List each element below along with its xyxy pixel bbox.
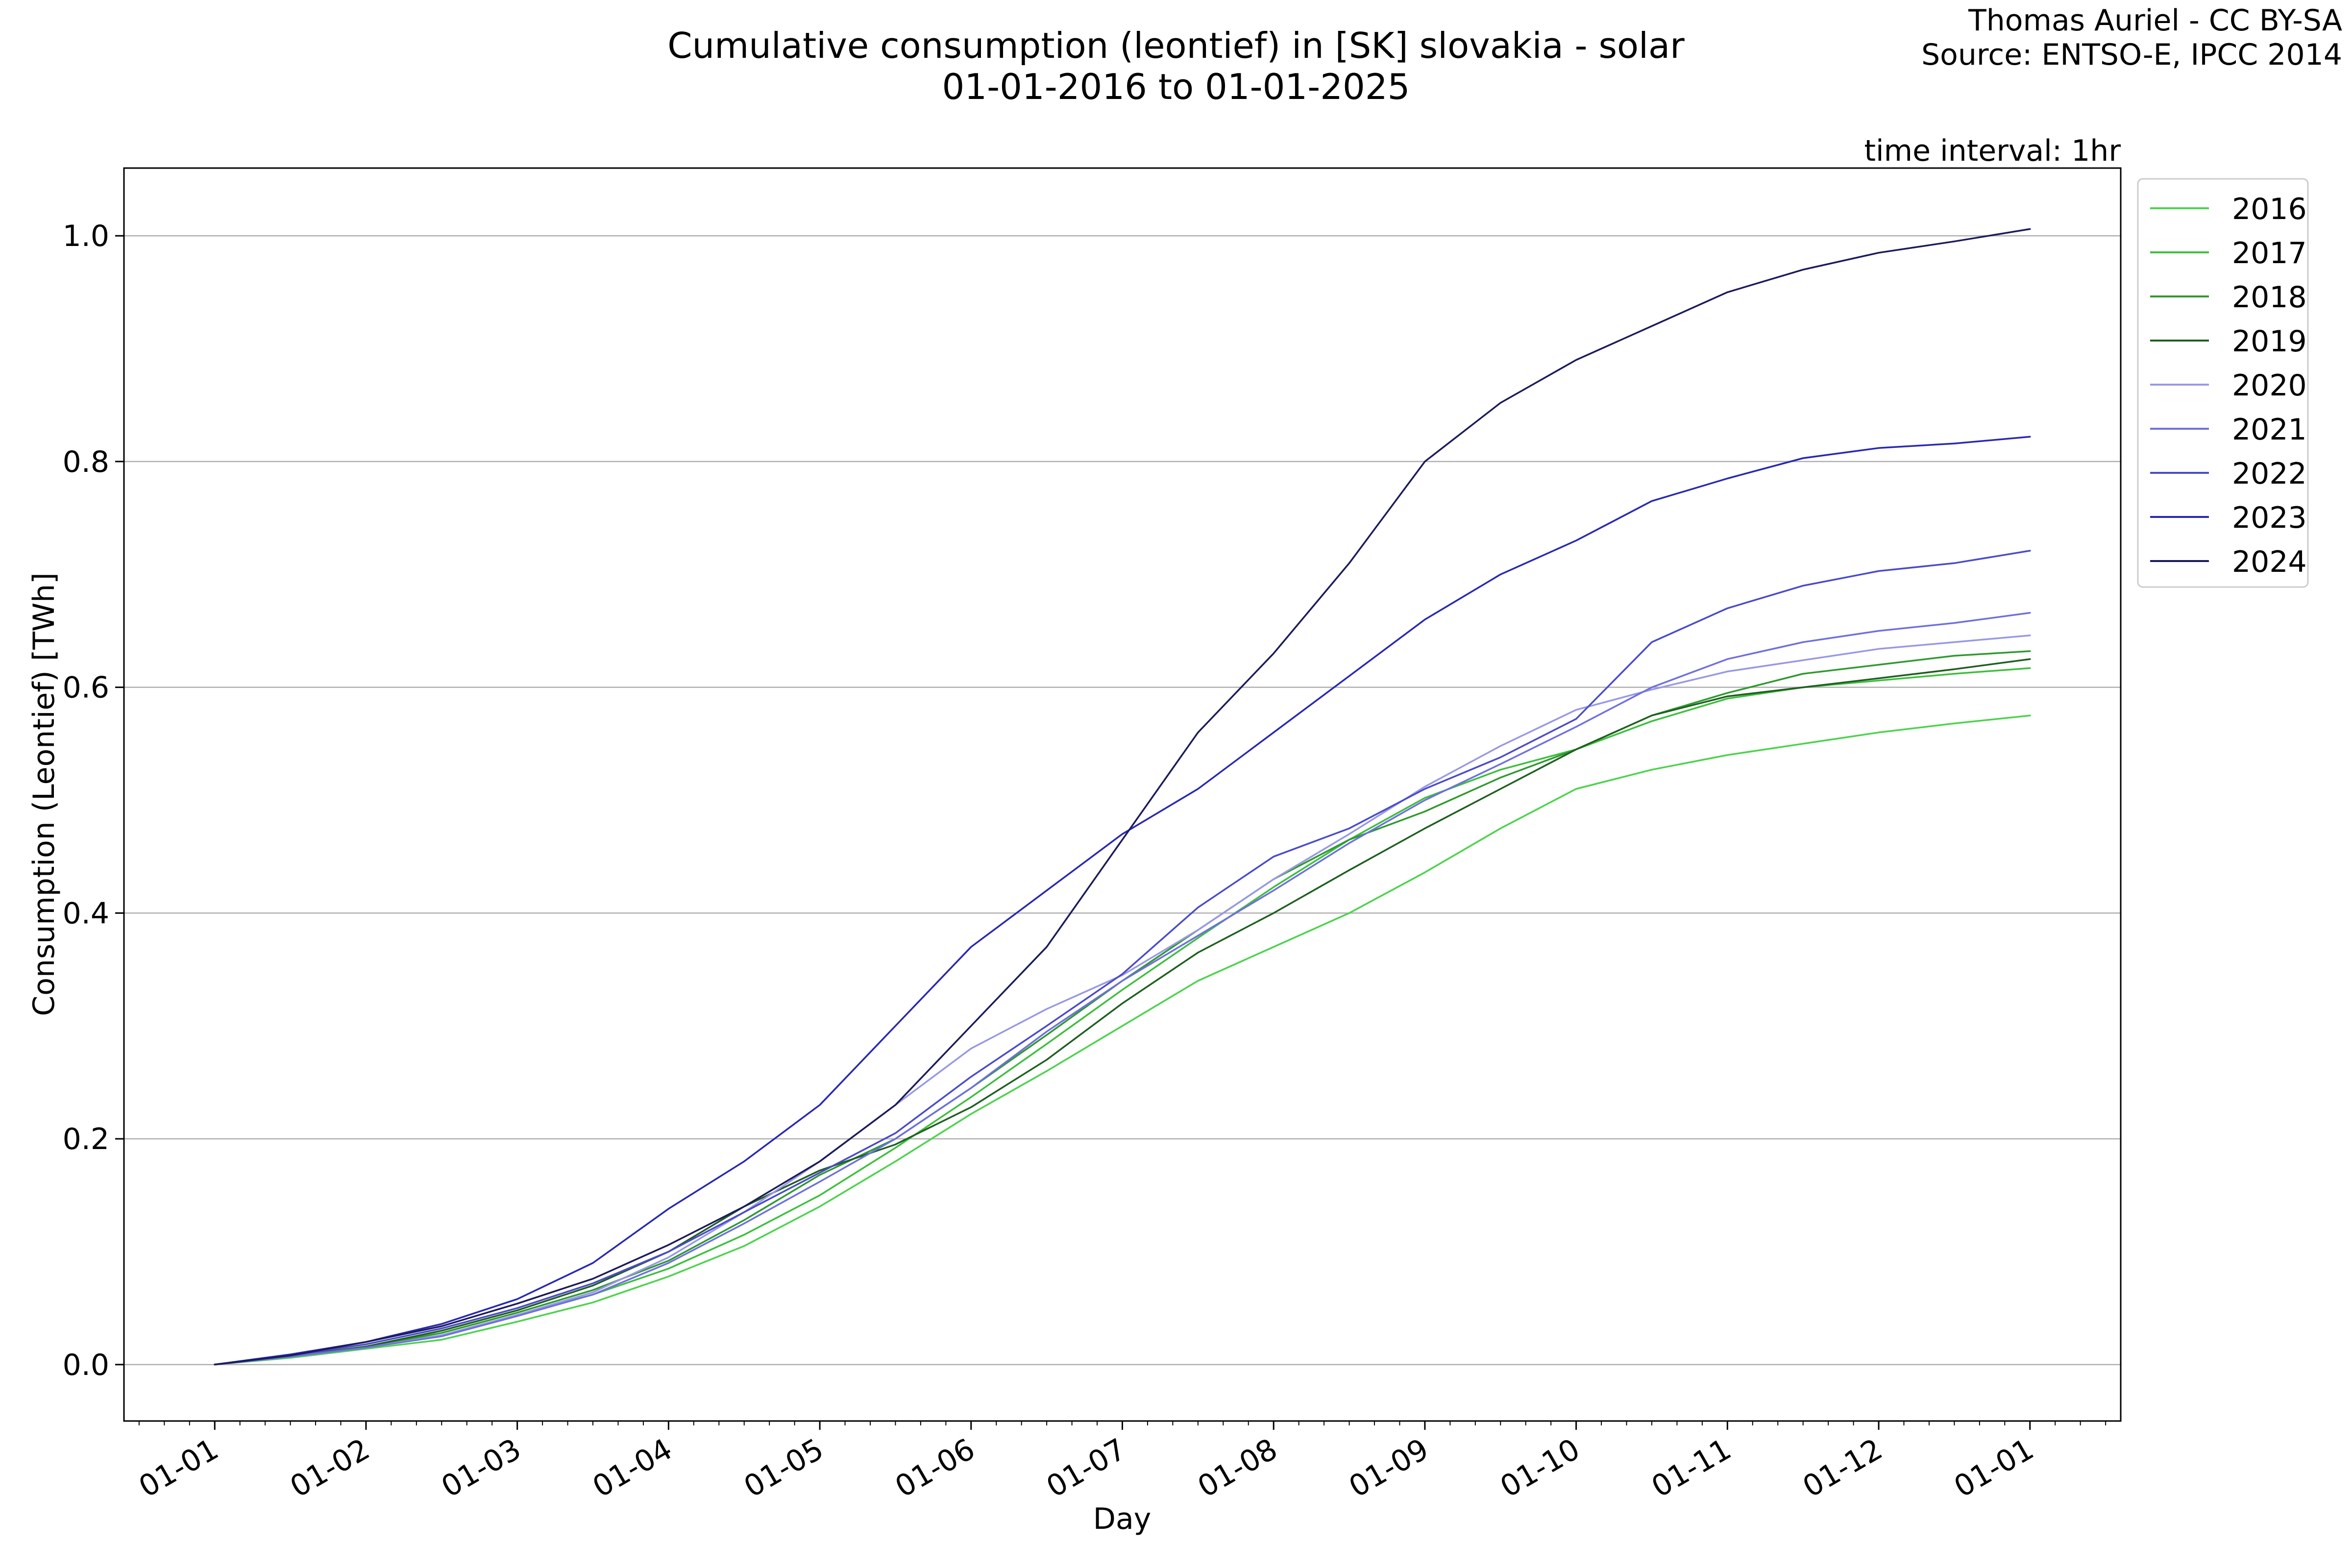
legend-label: 2021: [2232, 413, 2307, 447]
gridlines: [124, 235, 2121, 1366]
legend-label: 2020: [2232, 368, 2307, 403]
y-axis-label: Consumption (Leontief) [TWh]: [27, 572, 61, 1016]
legend: 2016 2017 2018 2019 2020 2021 2022 2023 2024: [2137, 178, 2309, 588]
series-line-2016: [214, 714, 2031, 1366]
time-interval-label: time interval: 1hr: [1864, 134, 2121, 168]
credit-source: Source: ENTSO-E, IPCC 2014: [1921, 38, 2342, 72]
x-axis-label: Day: [1093, 1502, 1151, 1536]
chart-subtitle: 01-01-2016 to 01-01-2025: [942, 66, 1410, 107]
legend-label: 2023: [2232, 501, 2307, 535]
series-lines: [214, 228, 2031, 1366]
y-tick-label: 0.2: [63, 1122, 109, 1156]
series-line-2024: [214, 228, 2031, 1366]
legend-label: 2024: [2232, 545, 2307, 579]
legend-label: 2019: [2232, 324, 2307, 359]
y-tick-label: 0.8: [63, 445, 109, 479]
y-tick-label: 0.6: [63, 671, 109, 705]
series-line-2022: [214, 550, 2031, 1366]
chart-title: Cumulative consumption (leontief) in [SK…: [667, 25, 1685, 66]
series-line-2023: [214, 436, 2031, 1366]
y-tick-label: 0.4: [63, 896, 109, 931]
series-line-2020: [214, 634, 2031, 1366]
legend-label: 2017: [2232, 236, 2307, 270]
y-axis: 0.0 0.2 0.4 0.6 0.8 1.0: [63, 219, 124, 1382]
series-line-2019: [214, 658, 2031, 1366]
y-tick-label: 0.0: [63, 1348, 109, 1382]
y-tick-label: 1.0: [63, 219, 109, 253]
legend-label: 2016: [2232, 192, 2307, 226]
legend-box: [2137, 178, 2309, 588]
legend-label: 2018: [2232, 280, 2307, 315]
series-line-2021: [214, 612, 2031, 1366]
credit-author: Thomas Auriel - CC BY-SA: [1968, 3, 2342, 38]
legend-label: 2022: [2232, 457, 2307, 491]
